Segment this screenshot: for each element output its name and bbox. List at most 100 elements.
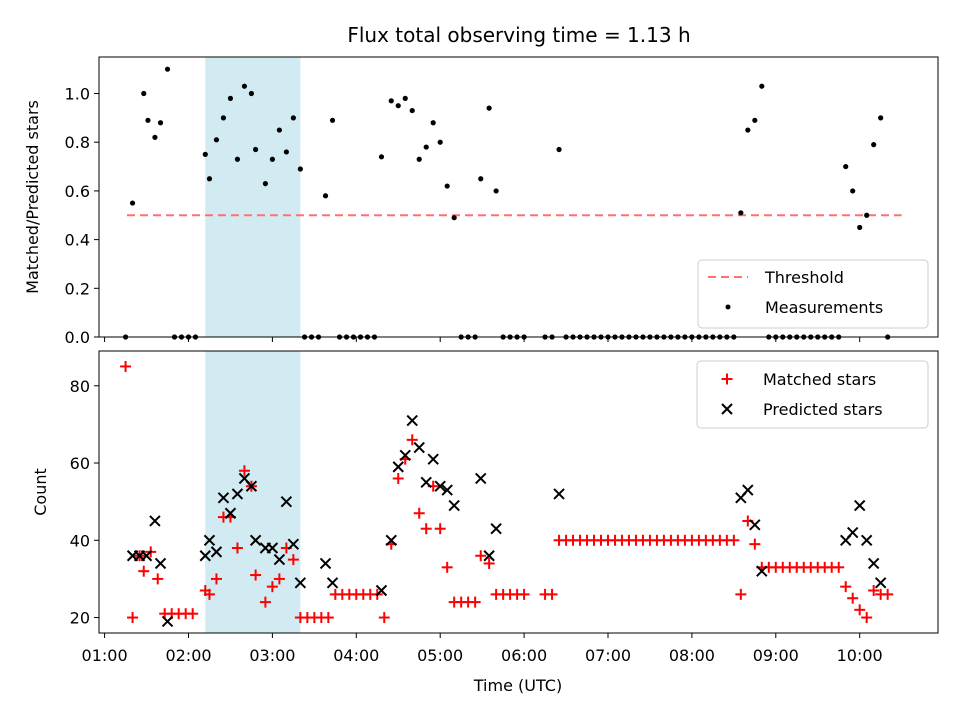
bottom-xtick-label-6: 07:00 <box>585 646 631 665</box>
matched-point-43 <box>420 523 432 535</box>
predicted-point-23-b <box>375 584 388 597</box>
matched-point-102 <box>847 592 859 604</box>
predicted-point-8-b <box>210 546 223 558</box>
measurement-point-47 <box>451 215 457 221</box>
bottom-y-ticks: 20 40 60 80 <box>70 377 99 628</box>
matched-point-57 <box>518 588 530 600</box>
predicted-point-40 <box>749 519 761 531</box>
measurement-point-106 <box>878 115 884 121</box>
measurement-point-19 <box>253 146 259 153</box>
measurement-point-14 <box>220 115 227 121</box>
legend-threshold-label: Threshold <box>764 268 844 287</box>
measurement-point-44 <box>430 120 436 126</box>
measurement-point-13 <box>213 137 220 143</box>
matched-point-105 <box>868 585 880 597</box>
predicted-point-5 <box>161 615 174 628</box>
predicted-point-19-b <box>287 538 300 550</box>
predicted-point-35 <box>483 550 495 562</box>
predicted-point-41 <box>756 565 768 577</box>
predicted-point-7-b <box>203 534 216 546</box>
matched-point-1 <box>127 612 139 624</box>
predicted-point-14-b <box>249 534 262 546</box>
legend-matched-label: Matched stars <box>763 370 876 389</box>
matched-point-24 <box>287 554 299 566</box>
predicted-point-34-b <box>475 472 487 485</box>
predicted-point-18-b <box>280 495 293 508</box>
bottom-axes-frame <box>98 350 939 634</box>
measurement-point-11 <box>202 151 208 157</box>
bottom-xtick-label-3: 04:00 <box>333 646 379 665</box>
predicted-point-32 <box>441 484 453 496</box>
predicted-point-32-b <box>441 484 453 496</box>
predicted-point-17-b <box>273 553 286 566</box>
bottom-ytick-label-2: 60 <box>70 454 90 473</box>
measurement-point-15 <box>227 95 234 101</box>
matched-point-20 <box>259 596 271 608</box>
predicted-point-35-b <box>483 550 495 562</box>
predicted-point-28 <box>413 441 425 454</box>
measurement-point-86 <box>738 210 744 216</box>
predicted-point-21 <box>319 557 332 570</box>
predicted-point-31-b <box>434 480 446 492</box>
bottom-legend: Matched stars Predicted stars <box>696 360 929 429</box>
predicted-point-43 <box>846 526 859 539</box>
matched-point-51 <box>475 550 487 562</box>
predicted-point-14 <box>249 534 262 546</box>
predicted-point-4 <box>154 557 167 570</box>
bottom-ytick-label-1: 40 <box>70 531 90 550</box>
top-y-ticks: 0.0 0.2 0.4 0.6 0.8 1.0 <box>65 85 99 347</box>
ratio-panel: 0.0 0.2 0.4 0.6 0.8 1.0 Matched/Predicted sta… <box>23 56 939 347</box>
matched-point-10 <box>187 608 199 620</box>
predicted-point-11-b <box>231 488 244 500</box>
measurement-point-102 <box>850 188 856 194</box>
top-legend-box <box>697 259 929 329</box>
measurement-point-25 <box>297 166 303 172</box>
top-shaded-span <box>205 57 301 337</box>
matched-point-45 <box>434 523 446 535</box>
predicted-point-5-b <box>161 615 174 628</box>
legend-measurements-swatch <box>725 304 731 310</box>
measurement-point-1 <box>129 200 136 206</box>
predicted-point-10-b <box>224 507 237 519</box>
top-x-ticks <box>104 337 861 342</box>
predicted-point-27 <box>406 414 418 427</box>
bottom-y-axis-title: Count <box>31 468 50 516</box>
bottom-legend-box <box>696 360 929 429</box>
predicted-point-6 <box>199 550 211 562</box>
measurement-point-29 <box>322 193 329 199</box>
bottom-xtick-label-4: 05:00 <box>417 646 463 665</box>
bottom-ytick-label-0: 20 <box>70 609 90 628</box>
matched-point-42 <box>413 507 425 519</box>
measurement-point-42 <box>416 156 422 162</box>
matched-point-59 <box>546 588 558 600</box>
matched-point-104 <box>861 612 873 624</box>
predicted-point-12-b <box>238 472 251 485</box>
matched-point-21 <box>266 581 278 593</box>
measurement-point-53 <box>493 188 499 194</box>
predicted-point-33-b <box>448 499 460 512</box>
measurement-point-87 <box>745 127 751 133</box>
bottom-xtick-label-7: 08:00 <box>669 646 715 665</box>
measurement-point-24 <box>290 115 296 121</box>
matched-point-16 <box>231 542 243 554</box>
predicted-point-2-b <box>140 550 153 562</box>
top-ytick-label-4: 0.8 <box>65 133 90 152</box>
predicted-point-44 <box>853 499 866 512</box>
predicted-point-19 <box>287 538 300 550</box>
predicted-point-30-b <box>427 453 439 465</box>
top-ytick-label-5: 1.0 <box>65 85 90 104</box>
bottom-xtick-label-8: 09:00 <box>753 646 799 665</box>
measurement-point-88 <box>752 117 758 123</box>
predicted-point-24 <box>385 534 397 546</box>
predicted-point-30 <box>427 453 439 465</box>
legend-predicted-marker <box>721 403 733 415</box>
measurement-point-6 <box>164 66 171 72</box>
bottom-x-ticks: 01:00 02:00 03:00 04:00 05:00 06:00 07:00 08:00… <box>82 633 883 665</box>
measurement-point-2 <box>141 90 147 97</box>
predicted-point-46 <box>867 557 880 570</box>
bottom-xtick-label-0: 01:00 <box>82 646 128 665</box>
matched-point-41 <box>406 434 418 446</box>
predicted-point-36-b <box>490 522 502 535</box>
predicted-point-25-b <box>392 461 404 473</box>
